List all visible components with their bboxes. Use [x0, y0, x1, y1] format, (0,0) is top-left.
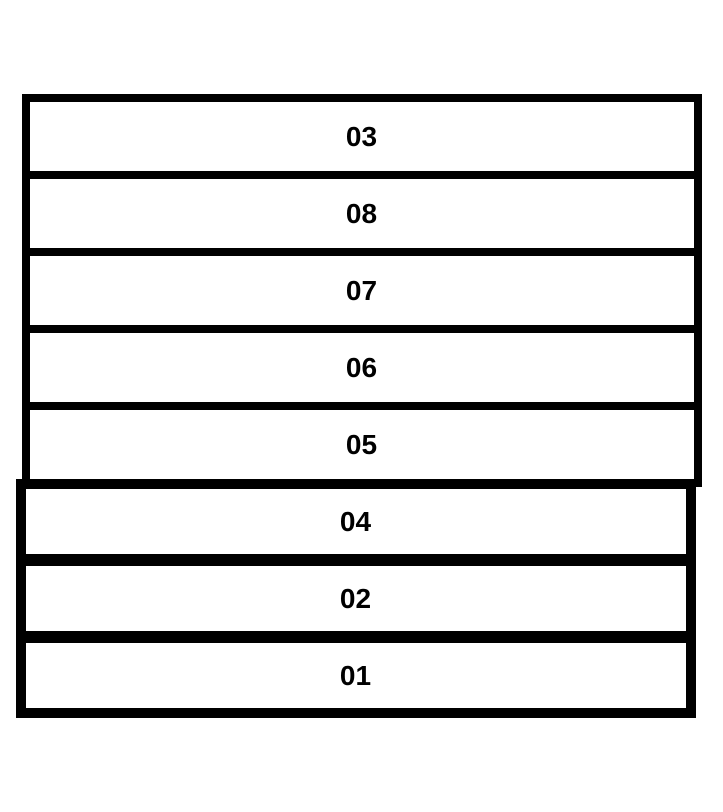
stack-row-label: 02: [340, 583, 371, 615]
stack-row-label: 04: [340, 506, 371, 538]
stack-row-label: 08: [346, 198, 377, 230]
stack-row: 01: [16, 633, 696, 718]
stack-row: 03: [22, 94, 702, 179]
stack-row: 06: [22, 325, 702, 410]
stack-row: 05: [22, 402, 702, 487]
stack-row-label: 07: [346, 275, 377, 307]
stack-row-label: 03: [346, 121, 377, 153]
stack-row-label: 05: [346, 429, 377, 461]
stack-row: 08: [22, 171, 702, 256]
stack-row-label: 01: [340, 660, 371, 692]
stack-row: 07: [22, 248, 702, 333]
stack-container: 03 08 07 06 05 04 02 01: [22, 94, 702, 718]
stack-row-label: 06: [346, 352, 377, 384]
stack-row: 04: [16, 479, 696, 564]
stack-row: 02: [16, 556, 696, 641]
